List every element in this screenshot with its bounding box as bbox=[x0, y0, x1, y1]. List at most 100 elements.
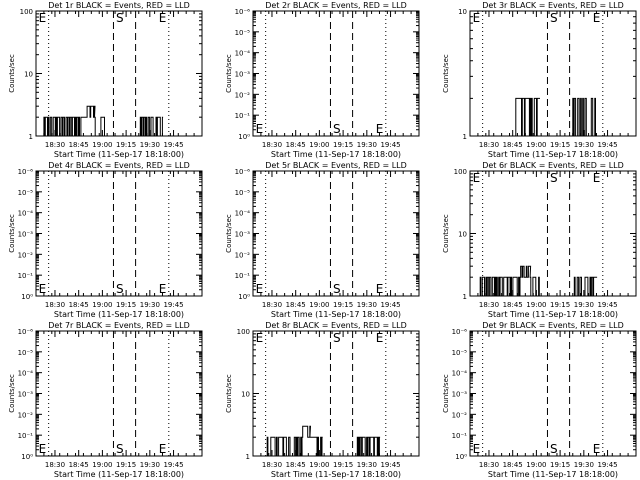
x-tick-label: 19:30 bbox=[574, 301, 594, 309]
x-tick-label: 19:15 bbox=[550, 141, 570, 149]
panel-p8: Det 8r BLACK = Events, RED = LLD Counts/s… bbox=[225, 321, 420, 479]
y-tick-label: 10⁻³ bbox=[18, 391, 34, 399]
x-tick-label: 19:30 bbox=[140, 301, 160, 309]
x-tick-label: 18:30 bbox=[262, 141, 282, 149]
x-tick-label: 19:45 bbox=[380, 461, 400, 469]
y-tick-label: 1 bbox=[246, 453, 250, 461]
y-tick-label: 10 bbox=[458, 231, 467, 239]
x-tick-label: 19:30 bbox=[357, 141, 377, 149]
events-series-line bbox=[515, 97, 597, 137]
panel-title: Det 8r BLACK = Events, RED = LLD bbox=[265, 321, 407, 330]
y-tick-label: 1 bbox=[29, 133, 33, 141]
y-axis-label: Counts/sec bbox=[225, 214, 233, 253]
y-tick-label: 10⁻⁶ bbox=[235, 8, 251, 16]
x-tick-label: 19:00 bbox=[92, 461, 112, 469]
y-axis-label: Counts/sec bbox=[8, 214, 16, 253]
start-marker: S bbox=[550, 11, 558, 25]
x-tick-label: 18:30 bbox=[479, 461, 499, 469]
end-marker: E bbox=[39, 11, 47, 25]
y-tick-label: 10⁻¹ bbox=[235, 112, 251, 120]
panel-title: Det 1r BLACK = Events, RED = LLD bbox=[48, 1, 190, 10]
plot-frame bbox=[252, 330, 420, 457]
panel-title: Det 5r BLACK = Events, RED = LLD bbox=[265, 161, 407, 170]
x-tick-label: 19:30 bbox=[140, 141, 160, 149]
y-tick-label: 10⁻⁴ bbox=[235, 50, 251, 58]
x-tick-label: 19:00 bbox=[309, 461, 329, 469]
x-tick-label: 18:45 bbox=[503, 141, 523, 149]
end-marker: E bbox=[473, 442, 481, 456]
end-marker: E bbox=[473, 11, 481, 25]
end-marker: E bbox=[159, 11, 167, 25]
start-marker: S bbox=[550, 442, 558, 456]
y-tick-label: 10⁻⁴ bbox=[18, 210, 34, 218]
x-tick-label: 18:30 bbox=[262, 461, 282, 469]
y-tick-label: 10⁻² bbox=[235, 91, 251, 99]
panel-p3: Det 3r BLACK = Events, RED = LLD Counts/s… bbox=[442, 1, 637, 159]
y-tick-label: 10 bbox=[458, 8, 467, 16]
y-tick-label: 10⁻¹ bbox=[452, 432, 468, 440]
y-tick-label: 10⁻³ bbox=[452, 391, 468, 399]
panel-p9: Det 9r BLACK = Events, RED = LLD Counts/s… bbox=[442, 321, 637, 479]
y-tick-label: 10⁻⁶ bbox=[452, 328, 468, 336]
x-tick-label: 19:30 bbox=[140, 461, 160, 469]
y-tick-label: 10⁻⁵ bbox=[18, 349, 34, 357]
plot-frame bbox=[469, 10, 637, 137]
y-tick-label: 10⁻⁶ bbox=[18, 168, 34, 176]
panel-title: Det 4r BLACK = Events, RED = LLD bbox=[48, 161, 190, 170]
x-tick-label: 18:30 bbox=[45, 301, 65, 309]
end-marker: E bbox=[593, 11, 601, 25]
y-axis-label: Counts/sec bbox=[442, 214, 450, 253]
events-series-line bbox=[266, 425, 381, 457]
x-tick-label: 19:30 bbox=[357, 301, 377, 309]
y-tick-label: 10⁰ bbox=[238, 133, 250, 141]
events-series-line bbox=[479, 265, 598, 297]
start-marker: S bbox=[116, 442, 124, 456]
y-tick-label: 10⁻¹ bbox=[18, 272, 34, 280]
y-tick-label: 10⁻⁵ bbox=[235, 189, 251, 197]
x-tick-label: 19:00 bbox=[526, 301, 546, 309]
plot-frame bbox=[469, 330, 637, 457]
x-tick-label: 19:15 bbox=[550, 461, 570, 469]
x-tick-label: 19:00 bbox=[526, 141, 546, 149]
y-tick-label: 1 bbox=[463, 293, 467, 301]
y-axis-label: Counts/sec bbox=[442, 54, 450, 93]
x-tick-label: 19:45 bbox=[597, 301, 617, 309]
x-tick-label: 18:30 bbox=[45, 461, 65, 469]
x-tick-label: 19:45 bbox=[597, 461, 617, 469]
x-axis-label: Start Time (11-Sep-17 18:18:00) bbox=[271, 150, 401, 159]
y-tick-label: 10⁻⁵ bbox=[452, 349, 468, 357]
x-tick-label: 19:15 bbox=[333, 141, 353, 149]
x-tick-label: 19:00 bbox=[526, 461, 546, 469]
y-tick-label: 10⁻² bbox=[18, 411, 34, 419]
end-marker: E bbox=[159, 442, 167, 456]
x-tick-label: 19:15 bbox=[116, 141, 136, 149]
y-tick-label: 10 bbox=[241, 391, 250, 399]
end-marker: E bbox=[376, 282, 384, 296]
x-tick-label: 19:45 bbox=[597, 141, 617, 149]
x-tick-label: 19:15 bbox=[333, 461, 353, 469]
y-tick-label: 10⁰ bbox=[21, 453, 33, 461]
x-tick-label: 18:45 bbox=[286, 141, 306, 149]
end-marker: E bbox=[256, 282, 264, 296]
y-tick-label: 10⁻⁶ bbox=[235, 168, 251, 176]
x-tick-label: 19:45 bbox=[380, 141, 400, 149]
x-axis-label: Start Time (11-Sep-17 18:18:00) bbox=[54, 150, 184, 159]
y-tick-label: 10⁻³ bbox=[235, 71, 251, 79]
y-tick-label: 10⁻⁴ bbox=[235, 210, 251, 218]
y-axis-label: Counts/sec bbox=[225, 54, 233, 93]
panel-p1: Det 1r BLACK = Events, RED = LLD Counts/s… bbox=[8, 1, 203, 159]
x-tick-label: 18:30 bbox=[45, 141, 65, 149]
x-axis-label: Start Time (11-Sep-17 18:18:00) bbox=[488, 310, 618, 319]
y-tick-label: 10⁻¹ bbox=[18, 432, 34, 440]
x-tick-label: 18:30 bbox=[262, 301, 282, 309]
x-axis-label: Start Time (11-Sep-17 18:18:00) bbox=[271, 310, 401, 319]
x-tick-label: 18:45 bbox=[286, 461, 306, 469]
y-tick-label: 10⁻² bbox=[235, 251, 251, 259]
panel-p7: Det 7r BLACK = Events, RED = LLD Counts/s… bbox=[8, 321, 203, 479]
x-tick-label: 18:45 bbox=[503, 461, 523, 469]
x-tick-label: 18:45 bbox=[503, 301, 523, 309]
panel-title: Det 6r BLACK = Events, RED = LLD bbox=[482, 161, 624, 170]
x-tick-label: 18:45 bbox=[69, 301, 89, 309]
y-axis-label: Counts/sec bbox=[8, 54, 16, 93]
y-tick-label: 10⁰ bbox=[455, 453, 467, 461]
